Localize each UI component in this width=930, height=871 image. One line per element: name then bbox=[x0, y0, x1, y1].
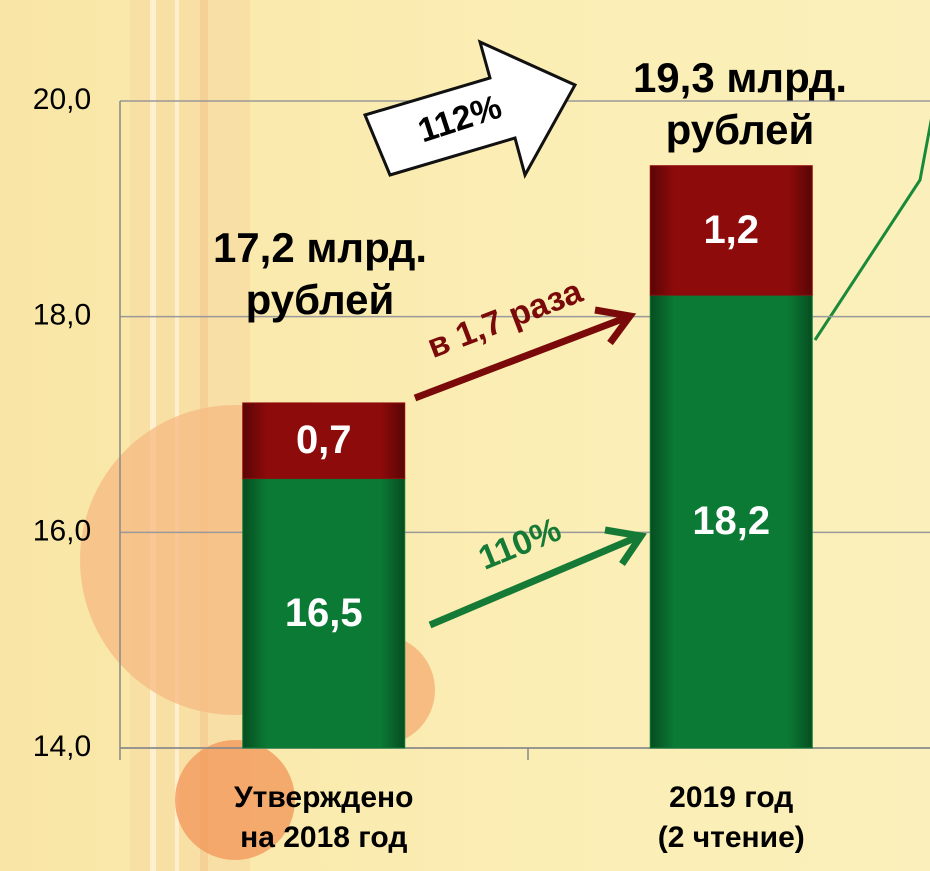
value-label: 16,5 bbox=[285, 591, 363, 635]
x-tick-label: 2019 год (2 чтение) bbox=[657, 781, 805, 854]
x-tick-label: Утверждено на 2018 год bbox=[234, 781, 414, 854]
value-label: 1,2 bbox=[703, 208, 759, 252]
y-tick-label: 18,0 bbox=[33, 299, 91, 332]
bar-segment bbox=[242, 477, 406, 749]
y-tick-label: 14,0 bbox=[33, 730, 91, 763]
annotation: 17,2 млрд. рублей bbox=[212, 224, 428, 323]
value-label: 18,2 bbox=[692, 499, 770, 543]
value-label: 0,7 bbox=[296, 418, 352, 462]
y-tick-label: 20,0 bbox=[33, 83, 91, 116]
bar-segment bbox=[649, 165, 813, 296]
y-tick-label: 16,0 bbox=[33, 514, 91, 547]
annotation: 19,3 млрд. рублей bbox=[632, 54, 848, 153]
arrows bbox=[362, 39, 647, 629]
bar-segment bbox=[242, 402, 406, 479]
bar-segment bbox=[649, 294, 813, 749]
bars: 16,5 0,7 18,2 1,2 bbox=[242, 165, 813, 749]
